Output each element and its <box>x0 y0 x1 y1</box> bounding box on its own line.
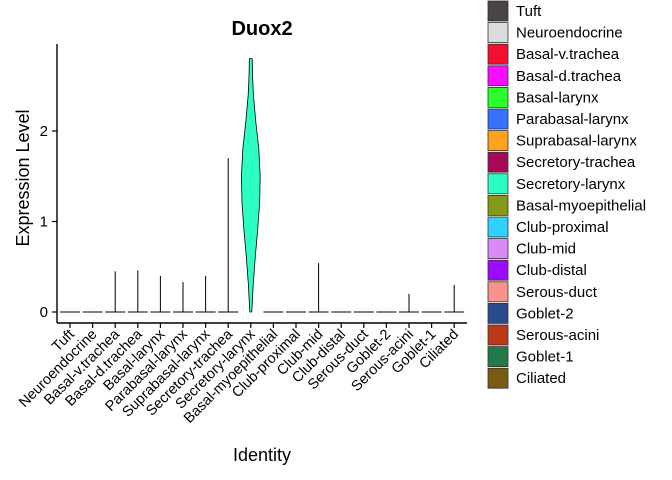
legend-swatch <box>487 65 509 87</box>
violin-secretory-larynx <box>241 58 261 313</box>
legend-swatch <box>487 238 509 260</box>
legend-item: Secretory-larynx <box>487 173 626 195</box>
legend-item: Suprabasal-larynx <box>487 130 637 152</box>
legend-label: Club-proximal <box>516 219 609 236</box>
legend-label: Basal-larynx <box>516 89 599 106</box>
y-tick-label: 2 <box>40 123 48 140</box>
legend-swatch <box>487 194 509 216</box>
y-tick-label: 1 <box>40 214 48 231</box>
legend-item: Club-proximal <box>487 216 609 238</box>
legend-label: Ciliated <box>516 370 566 387</box>
legend-label: Basal-v.trachea <box>516 46 620 63</box>
legend-label: Basal-myoepithelial <box>516 197 646 214</box>
legend-swatch <box>487 130 509 152</box>
legend-swatch <box>487 22 509 44</box>
legend-item: Basal-d.trachea <box>487 65 622 87</box>
legend-item: Club-distal <box>487 259 587 281</box>
legend-label: Basal-d.trachea <box>516 68 622 85</box>
violin-basal-d-trachea <box>127 270 148 313</box>
legend-swatch <box>487 43 509 65</box>
legend-label: Parabasal-larynx <box>516 111 629 128</box>
violin-secretory-trachea <box>218 158 239 313</box>
legend-swatch <box>487 87 509 108</box>
legend-label: Secretory-larynx <box>516 176 626 193</box>
legend-swatch <box>487 302 509 324</box>
legend-swatch <box>487 281 509 303</box>
legend-label: Club-distal <box>516 262 587 279</box>
legend-label: Serous-duct <box>516 284 598 301</box>
y-tick-label: 0 <box>40 304 48 321</box>
y-axis-label: Expression Level <box>13 109 33 246</box>
violin-serous-acini <box>399 293 419 313</box>
legend-item: Basal-larynx <box>487 87 599 108</box>
legend-item: Serous-acini <box>487 324 599 346</box>
legend-swatch <box>487 173 509 195</box>
legend-label: Secretory-trachea <box>516 154 636 171</box>
legend-item: Ciliated <box>487 367 566 389</box>
legend-swatch <box>487 0 509 22</box>
violin-ciliated <box>444 284 465 313</box>
legend-item: Tuft <box>487 0 542 22</box>
legend-label: Club-mid <box>516 241 576 258</box>
legend-item: Serous-duct <box>487 281 598 303</box>
violin-basal-v-trachea <box>105 271 126 313</box>
violin-club-mid <box>308 263 329 313</box>
legend-item: Goblet-1 <box>487 346 574 368</box>
plot-area: 012TuftNeuroendocrineBasal-v.tracheaBasa… <box>16 44 467 427</box>
legend-item: Secretory-trachea <box>487 151 636 173</box>
violin-parabasal-larynx <box>173 282 193 313</box>
legend-item: Club-mid <box>487 238 576 260</box>
legend-swatch <box>487 216 509 238</box>
violin-shape <box>241 58 261 313</box>
legend-swatch <box>487 346 509 368</box>
legend-swatch <box>487 151 509 173</box>
legend-label: Suprabasal-larynx <box>516 133 637 150</box>
legend-swatch <box>487 259 509 281</box>
legend: Tuft Neuroendocrine Basal-v.trachea Basal-d… <box>487 0 646 389</box>
legend-item: Goblet-2 <box>487 302 574 324</box>
legend-item: Basal-v.trachea <box>487 43 620 65</box>
legend-item: Parabasal-larynx <box>487 108 629 130</box>
legend-label: Tuft <box>516 3 542 20</box>
x-axis-label: Identity <box>233 445 291 465</box>
legend-item: Neuroendocrine <box>487 22 623 44</box>
legend-label: Serous-acini <box>516 327 599 344</box>
chart-title: Duox2 <box>231 18 292 40</box>
legend-item: Basal-myoepithelial <box>487 194 646 216</box>
legend-label: Neuroendocrine <box>516 25 623 42</box>
legend-label: Goblet-1 <box>516 349 574 366</box>
violin-suprabasal-larynx <box>195 275 216 313</box>
violin-basal-larynx <box>150 275 171 313</box>
legend-swatch <box>487 324 509 346</box>
legend-swatch <box>487 367 509 389</box>
legend-swatch <box>487 108 509 130</box>
legend-label: Goblet-2 <box>516 305 574 322</box>
